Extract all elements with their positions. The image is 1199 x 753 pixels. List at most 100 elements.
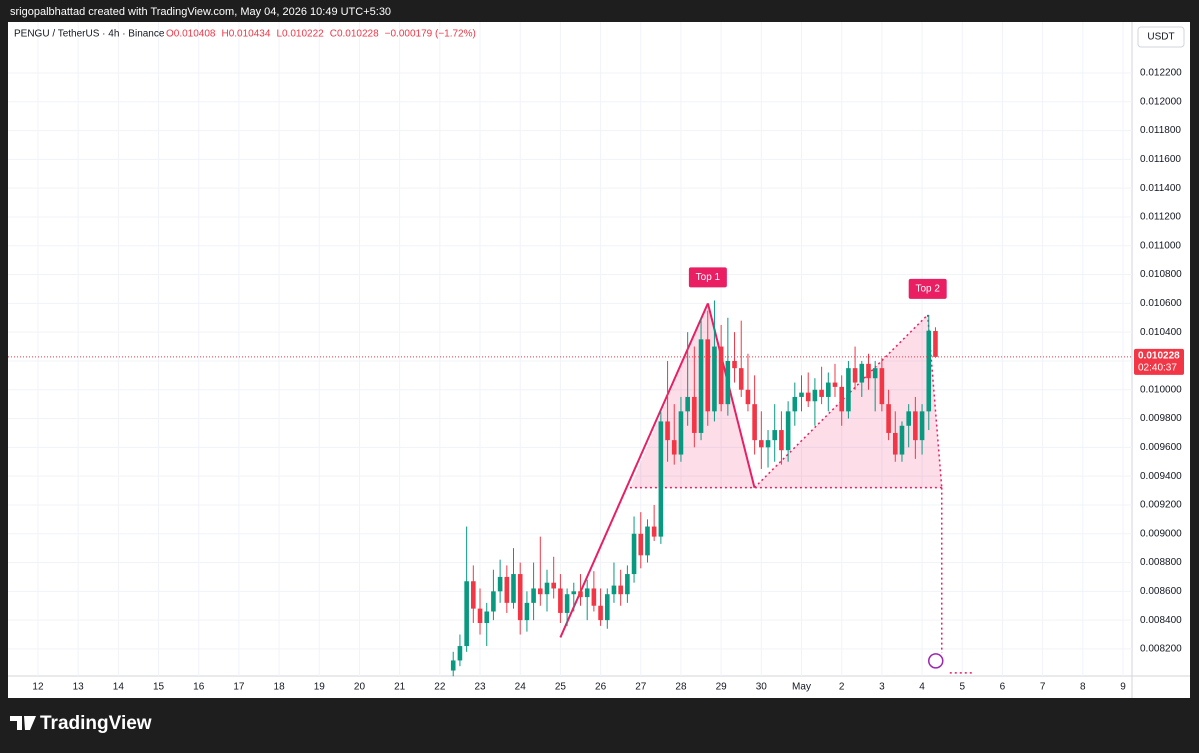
candle-body — [718, 346, 724, 405]
candle-body — [906, 411, 911, 426]
currency-box — [1137, 26, 1185, 48]
x-tick-label: 25 — [555, 682, 567, 693]
candle-body — [692, 396, 697, 433]
y-tick-label: 0.011600 — [1140, 154, 1181, 165]
candle-body — [792, 396, 798, 412]
label-box — [688, 267, 727, 288]
candle-body — [926, 330, 932, 412]
candle-body — [645, 526, 650, 556]
y-tick-label: 0.008200 — [1140, 644, 1182, 655]
candle-body — [678, 411, 684, 455]
candle-body — [846, 368, 851, 412]
x-tick-label: 8 — [1080, 682, 1086, 693]
x-tick-label: May — [792, 682, 811, 693]
x-tick-label: 9 — [1120, 682, 1126, 693]
x-tick-label: 2 — [839, 682, 845, 693]
candle-body — [631, 533, 637, 575]
x-tick-label: 17 — [233, 682, 245, 693]
candle-body — [839, 386, 844, 412]
y-tick-label: 0.008800 — [1140, 557, 1182, 568]
legend-value: −0.000179 (−1.72%) — [385, 29, 476, 40]
x-tick-label: 28 — [675, 682, 687, 693]
x-tick-label: 24 — [515, 682, 527, 693]
candle-body — [497, 576, 503, 592]
y-tick-label: 0.009000 — [1140, 528, 1182, 539]
y-tick-label: 0.011000 — [1140, 240, 1181, 251]
candle-body — [477, 608, 483, 624]
pattern-label: Top 2 — [915, 284, 940, 295]
candle-body — [919, 411, 925, 441]
y-tick-label: 0.009200 — [1140, 500, 1182, 511]
candle-body — [604, 594, 610, 621]
candle-body — [658, 421, 664, 537]
candle-body — [759, 440, 764, 448]
y-tick-label: 0.009400 — [1140, 471, 1182, 482]
candle-body — [511, 574, 516, 603]
candle-body — [725, 360, 731, 405]
candle-body — [698, 339, 704, 433]
legend-value: L0.010222 — [276, 29, 324, 40]
x-tick-label: 13 — [73, 682, 85, 693]
candle-body — [826, 382, 831, 397]
y-tick-label: 0.012000 — [1140, 96, 1182, 107]
x-tick-label: 19 — [314, 682, 326, 693]
x-tick-label: 18 — [274, 682, 286, 693]
candle-body — [491, 591, 496, 612]
y-tick-label: 0.011400 — [1140, 183, 1181, 194]
candle-body — [450, 660, 456, 671]
candle-body — [886, 404, 891, 433]
candle-body — [544, 582, 550, 595]
credit: srigopalbhattad created with TradingView… — [10, 6, 391, 18]
x-tick-label: 20 — [354, 682, 366, 693]
pattern-label: Top 1 — [696, 272, 721, 283]
x-tick-label: 22 — [434, 682, 446, 693]
candle-body — [598, 605, 603, 621]
candle-body — [457, 646, 463, 661]
price-box — [1134, 348, 1184, 375]
x-tick-label: 5 — [959, 682, 965, 693]
candle-body — [738, 368, 744, 390]
candle-body — [504, 576, 510, 603]
candle-body — [671, 440, 677, 455]
y-tick-label: 0.008600 — [1140, 586, 1182, 597]
x-tick-label: 14 — [113, 682, 125, 693]
y-tick-label: 0.008400 — [1140, 615, 1182, 626]
pattern-line — [926, 314, 943, 488]
x-tick-label: 15 — [153, 682, 165, 693]
y-tick-label: 0.010000 — [1140, 384, 1182, 395]
x-tick-label: 26 — [595, 682, 607, 693]
brand: TradingView — [40, 713, 152, 734]
currency: USDT — [1147, 32, 1174, 43]
candle-body — [524, 602, 530, 621]
candle-body — [471, 581, 476, 609]
candle-body — [551, 582, 556, 589]
candle-body — [819, 389, 824, 397]
candle-body — [745, 389, 751, 405]
pattern-line — [559, 302, 709, 638]
candle-body — [812, 389, 818, 402]
y-tick-label: 0.009800 — [1140, 413, 1182, 424]
x-tick-label: 3 — [879, 682, 885, 693]
candle-body — [638, 533, 644, 556]
y-tick-label: 0.011800 — [1140, 125, 1181, 136]
candle-body — [517, 574, 523, 621]
x-tick-label: 30 — [756, 682, 768, 693]
candle-body — [913, 411, 918, 441]
target-icon — [928, 653, 944, 669]
candle-body — [584, 588, 590, 598]
x-tick-label: 4 — [919, 682, 925, 693]
candle-body — [464, 581, 469, 647]
candle-body — [832, 382, 838, 387]
candle-body — [665, 421, 670, 441]
x-tick-label: 6 — [1000, 682, 1006, 693]
candle-body — [879, 368, 885, 405]
candle-body — [892, 432, 898, 455]
y-tick-label: 0.010800 — [1140, 269, 1182, 280]
candle-body — [933, 331, 938, 357]
candle-body — [899, 425, 905, 455]
candle-body — [538, 588, 543, 595]
candle-body — [651, 526, 657, 537]
candle-body — [872, 368, 878, 379]
y-tick-label: 0.010400 — [1140, 327, 1182, 338]
